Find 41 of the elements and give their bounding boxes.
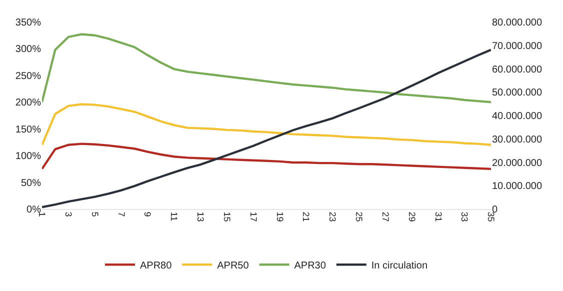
y-tick-label: 200%	[15, 98, 42, 109]
x-tick-label: 15	[222, 212, 232, 222]
x-tick-label: 1	[37, 212, 48, 217]
x-tick-label: 17	[248, 212, 258, 222]
x-tick-label: 13	[196, 212, 206, 222]
y-tick-label: 300%	[15, 44, 42, 56]
x-tick-label: 23	[328, 212, 338, 222]
y2-tick-label: 70.000.000	[492, 40, 542, 52]
y-tick-label: 100%	[15, 151, 42, 162]
x-tick-label: 19	[274, 212, 285, 222]
legend-label: APR50	[217, 260, 250, 272]
x-tick-label: 9	[142, 212, 153, 217]
y-tick-label: 50%	[20, 178, 42, 189]
y2-tick-label: 80.000.000	[492, 18, 542, 28]
y-tick-label: 250%	[15, 70, 42, 82]
y2-tick-label: 40.000.000	[492, 111, 542, 122]
line-series	[42, 48, 491, 208]
x-tick-label: 29	[406, 212, 417, 222]
x-tick-label: 33	[460, 212, 470, 222]
x-tick-label: 11	[169, 212, 180, 222]
y-tick-label: 350%	[15, 18, 42, 28]
y2-tick-label: 30.000.000	[492, 134, 542, 146]
line-series	[42, 33, 491, 104]
line-series	[42, 103, 491, 146]
x-tick-label: 3	[63, 212, 74, 217]
y2-tick-label: 10.000.000	[492, 181, 542, 192]
y-tick-label: 150%	[15, 124, 42, 136]
x-tick-label: 7	[116, 212, 126, 217]
legend-label: APR80	[140, 260, 172, 272]
y2-tick-label: 60.000.000	[492, 64, 542, 76]
x-tick-label: 27	[380, 212, 390, 222]
y2-tick-label: 20.000.000	[492, 158, 542, 169]
x-tick-label: 25	[354, 212, 364, 222]
x-tick-label: 35	[486, 212, 496, 222]
x-tick-label: 31	[433, 212, 444, 222]
y2-tick-label: 50.000.000	[492, 88, 542, 99]
x-tick-label: 21	[301, 212, 312, 222]
x-tick-label: 5	[90, 212, 100, 217]
line-series	[42, 142, 491, 170]
legend-label: APR30	[294, 260, 326, 272]
legend-label: In circulation	[371, 260, 428, 272]
